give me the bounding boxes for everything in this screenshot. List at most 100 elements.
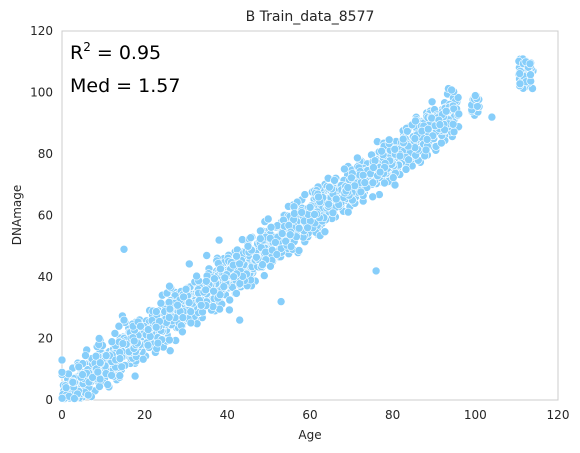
data-point (187, 319, 195, 327)
data-point (359, 171, 367, 179)
data-point (381, 179, 389, 187)
data-point (526, 60, 534, 68)
data-point (70, 395, 78, 403)
data-point (412, 117, 420, 125)
data-point (108, 338, 116, 346)
data-point (165, 313, 173, 321)
data-point (527, 71, 535, 79)
data-point (344, 184, 352, 192)
r2-superscript: 2 (83, 40, 91, 54)
data-point (95, 335, 103, 343)
data-point (278, 230, 286, 238)
data-point (411, 144, 419, 152)
data-point (139, 355, 147, 363)
data-point (120, 245, 128, 253)
data-point (449, 120, 457, 128)
data-point (104, 381, 112, 389)
y-tick-label: 0 (45, 393, 53, 407)
y-tick-labels: 0 20 40 60 80 100 120 (30, 24, 53, 407)
data-point (154, 339, 162, 347)
data-point (455, 110, 463, 118)
data-point (94, 368, 102, 376)
data-point (372, 267, 380, 275)
data-point (137, 322, 145, 330)
y-tick-label: 100 (30, 86, 53, 100)
data-point (290, 210, 298, 218)
data-point (232, 289, 240, 297)
x-tick-label: 0 (58, 408, 66, 422)
r2-prefix: R (70, 42, 83, 64)
data-point (376, 168, 384, 176)
data-point (259, 261, 267, 269)
data-point (62, 384, 70, 392)
data-point (264, 215, 272, 223)
data-point (185, 260, 193, 268)
data-point (311, 210, 319, 218)
data-point (450, 128, 458, 136)
data-point (84, 391, 92, 399)
data-point (166, 305, 174, 313)
data-point (118, 363, 126, 371)
y-tick-label: 120 (30, 24, 53, 38)
data-point (185, 299, 193, 307)
x-tick-labels: 0 20 40 60 80 100 120 (58, 408, 569, 422)
data-point (217, 265, 225, 273)
data-point (267, 223, 275, 231)
x-tick-label: 60 (302, 408, 317, 422)
data-point (244, 242, 252, 250)
chart-title: B Train_data_8577 (246, 9, 375, 25)
data-point (402, 165, 410, 173)
data-point (119, 340, 127, 348)
data-point (187, 308, 195, 316)
data-point (152, 323, 160, 331)
y-tick-label: 20 (38, 332, 53, 346)
data-point (165, 336, 173, 344)
data-point (471, 92, 479, 100)
data-point (58, 356, 66, 364)
y-axis-label: DNAmage (10, 185, 24, 245)
data-point (215, 236, 223, 244)
data-point (96, 359, 104, 367)
data-point (516, 70, 524, 78)
data-point (428, 114, 436, 122)
data-point (220, 283, 228, 291)
data-point (271, 238, 279, 246)
data-point (230, 273, 238, 281)
data-point (202, 286, 210, 294)
data-point (236, 280, 244, 288)
y-tick-label: 40 (38, 270, 53, 284)
data-point (399, 135, 407, 143)
data-point (202, 277, 210, 285)
data-point (448, 86, 456, 94)
data-point (298, 208, 306, 216)
data-point (295, 224, 303, 232)
data-point (304, 224, 312, 232)
data-point (203, 252, 211, 260)
data-point (321, 228, 329, 236)
data-point (369, 179, 377, 187)
data-point (353, 154, 361, 162)
x-tick-label: 120 (547, 408, 570, 422)
data-point (247, 234, 255, 242)
data-point (252, 253, 260, 261)
data-point (130, 337, 138, 345)
data-point (58, 368, 66, 376)
r2-value: = 0.95 (91, 42, 161, 64)
data-point (236, 316, 244, 324)
data-point (157, 299, 165, 307)
y-tick-label: 60 (38, 209, 53, 223)
x-tick-label: 40 (220, 408, 235, 422)
data-point (233, 252, 241, 260)
data-point (210, 287, 218, 295)
data-point (116, 372, 124, 380)
data-point (144, 341, 152, 349)
data-point (221, 274, 229, 282)
data-point (391, 145, 399, 153)
data-point (69, 378, 77, 386)
data-point (273, 251, 281, 259)
data-point (102, 352, 110, 360)
data-point (437, 139, 445, 147)
data-point (357, 188, 365, 196)
data-point (174, 301, 182, 309)
x-tick-label: 80 (385, 408, 400, 422)
